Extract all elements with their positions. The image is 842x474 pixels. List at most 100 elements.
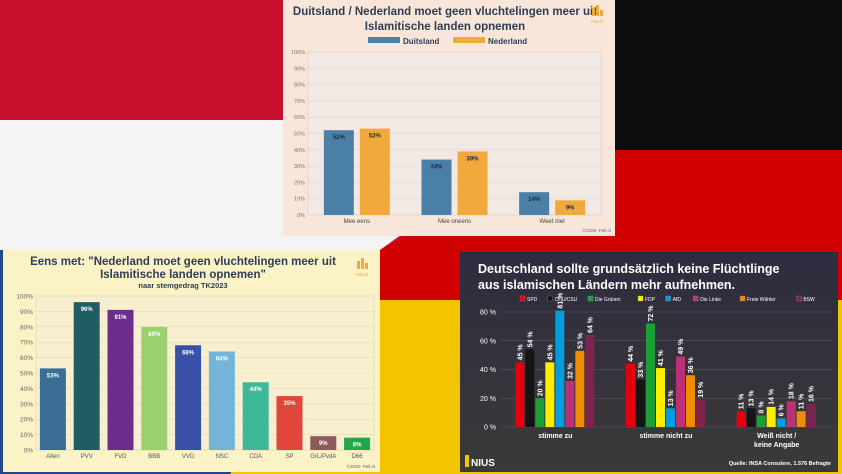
data-label: 44 % xyxy=(628,345,635,362)
peil-logo: Peil.nl xyxy=(591,5,603,24)
legend-label-nederland: Nederland xyxy=(488,37,527,46)
bar-duitsland-0 xyxy=(323,130,354,215)
bar-5-1 xyxy=(676,356,685,427)
legend-label: FDP xyxy=(645,297,656,303)
bar-3 xyxy=(141,326,168,450)
bar-nederland-0 xyxy=(359,128,390,215)
y-tick-label: 60% xyxy=(20,355,33,362)
data-label: 9% xyxy=(319,441,328,447)
chart-panel-left: Eens met: "Nederland moet geen vluchteli… xyxy=(3,250,380,472)
bar-nederland-1 xyxy=(457,151,488,215)
legend-swatch xyxy=(739,295,746,302)
legend-swatch xyxy=(519,295,526,302)
svg-text:Peil.nl: Peil.nl xyxy=(591,19,603,24)
bar-2-2 xyxy=(756,415,766,427)
data-label: 49 % xyxy=(678,338,685,355)
data-label: 33 % xyxy=(638,361,645,378)
x-tick-label: Mee oneens xyxy=(438,219,471,225)
bar-1-2 xyxy=(746,408,756,427)
y-tick-label: 100% xyxy=(291,50,305,56)
legend-swatch-nederland xyxy=(453,37,485,43)
chart-title-line2: Islamitische landen opnemen xyxy=(365,21,525,33)
y-tick-label: 10% xyxy=(294,197,305,203)
y-tick-label: 70% xyxy=(20,340,33,347)
y-tick-label: 90% xyxy=(294,66,305,72)
y-tick-label: 100% xyxy=(16,294,33,301)
bar-4-2 xyxy=(776,418,786,427)
data-label: 81 % xyxy=(557,292,564,309)
legend-label: CDU/CSU xyxy=(555,297,578,303)
bar-6-1 xyxy=(686,375,695,427)
bar-5 xyxy=(208,351,235,450)
bar-7-2 xyxy=(806,404,816,427)
y-tick-label: 0% xyxy=(297,213,305,219)
y-tick-label: 60% xyxy=(294,115,305,121)
chart-subtitle: naar stemgedrag TK2023 xyxy=(138,281,227,290)
y-tick-label: 20% xyxy=(20,417,33,424)
data-label: 8 % xyxy=(759,401,766,414)
y-tick-label: 40 % xyxy=(480,367,496,374)
data-label: 13 % xyxy=(749,390,756,407)
legend-label: BSW xyxy=(803,297,815,303)
x-tick-label: FVD xyxy=(115,454,128,460)
chart-source: Quelle: INSA Consulere, 1.576 Befragte xyxy=(729,461,831,467)
data-label: 20 % xyxy=(537,380,544,397)
chart-title-line2: Islamitische landen opnemen" xyxy=(100,269,266,281)
data-label: 68% xyxy=(182,350,195,356)
data-label: 45 % xyxy=(547,344,554,361)
legend-swatch xyxy=(587,295,594,302)
x-tick-label: stimme nicht zu xyxy=(640,433,693,440)
x-tick-label: D66 xyxy=(352,454,364,460)
bar-6 xyxy=(242,382,269,450)
data-label: 16 % xyxy=(809,385,816,402)
x-tick-label: Weet niet xyxy=(540,219,566,225)
data-label: 72 % xyxy=(648,305,655,322)
data-label: 36 % xyxy=(688,357,695,374)
bar-5-0 xyxy=(565,381,575,427)
bar-6-0 xyxy=(575,350,585,427)
nius-logo: NIUS xyxy=(465,455,495,469)
legend-label: SPD xyxy=(527,297,538,303)
data-label: 80% xyxy=(148,332,161,338)
y-tick-label: 50% xyxy=(20,371,33,378)
chart-title-line1: Eens met: "Nederland moet geen vluchteli… xyxy=(30,256,336,268)
y-tick-label: 80% xyxy=(20,324,33,331)
y-tick-label: 80% xyxy=(294,83,305,89)
bar-duitsland-1 xyxy=(421,159,452,215)
data-label: 11 % xyxy=(799,393,806,409)
chart-panel-top: Duitsland / Nederland moet geen vluchtel… xyxy=(283,0,615,236)
svg-text:NIUS: NIUS xyxy=(471,458,495,469)
bar-4-0 xyxy=(555,310,565,427)
legend-label: Freie Wähler xyxy=(747,297,776,303)
bar-0 xyxy=(39,368,66,450)
bar-3-2 xyxy=(766,406,776,427)
y-tick-label: 40% xyxy=(20,386,33,393)
legend-swatch-duitsland xyxy=(368,37,400,43)
y-tick-label: 70% xyxy=(294,99,305,105)
bar-7-1 xyxy=(696,399,705,427)
chart-footer: ©2025- Peil.nl xyxy=(347,463,375,469)
bar-7 xyxy=(276,396,303,450)
y-tick-label: 60 % xyxy=(480,338,496,345)
legend-label: Die Grünen xyxy=(595,297,621,303)
bar-duitsland-2 xyxy=(519,192,550,215)
svg-text:Peil.nl: Peil.nl xyxy=(356,272,368,277)
bar-8 xyxy=(310,436,337,450)
x-tick-label: CDA xyxy=(249,454,262,460)
data-label: 14 % xyxy=(769,388,776,405)
data-label: 9% xyxy=(566,205,575,211)
y-tick-label: 50% xyxy=(294,132,305,138)
x-tick-label: NSC xyxy=(216,454,229,460)
data-label: 91% xyxy=(114,315,127,321)
y-tick-label: 80 % xyxy=(480,310,496,317)
x-tick-label: BBB xyxy=(148,454,160,460)
chart-title-line1: Deutschland sollte grundsätzlich keine F… xyxy=(478,262,779,276)
data-label: 54 % xyxy=(527,331,534,348)
bar-6-2 xyxy=(796,411,806,427)
y-tick-label: 90% xyxy=(20,309,33,316)
y-tick-label: 20 % xyxy=(480,396,496,403)
chart-footer: ©2025- Peil.nl xyxy=(583,227,611,233)
data-label: 53% xyxy=(47,373,60,379)
bar-4 xyxy=(175,345,202,450)
data-label: 8% xyxy=(353,443,362,449)
